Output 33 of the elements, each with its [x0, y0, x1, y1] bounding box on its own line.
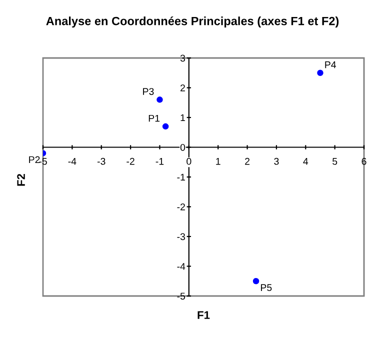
x-tick-label: 3: [274, 158, 279, 165]
y-tick-label: -4: [177, 263, 186, 270]
x-tick-label: 4: [303, 158, 308, 165]
point: [156, 96, 163, 103]
x-tick-label: 5: [332, 158, 338, 165]
annotation: P2: [29, 156, 40, 164]
x-tick-label: -4: [68, 158, 76, 165]
x-tick-label: 6: [362, 158, 366, 165]
annotation: P1: [148, 114, 160, 122]
x-tick-label: -1: [156, 158, 164, 165]
x-tick-label: -3: [97, 158, 106, 165]
x-tick-label: -5: [39, 158, 47, 165]
point: [162, 123, 169, 130]
y-axis-title: F2: [17, 174, 25, 186]
x-tick-label: 0: [186, 158, 192, 165]
chart-title: Analyse en Coordonnées Principales (axes F1 et F2): [46, 16, 339, 28]
annotation: P5: [260, 284, 272, 292]
annotation: P4: [325, 61, 336, 68]
point: [252, 278, 260, 284]
x-tick-label: 1: [216, 158, 220, 165]
y-tick-label: -5: [177, 292, 186, 300]
x-tick-label: -2: [126, 158, 134, 165]
annotation: P3: [143, 88, 154, 95]
y-tick-label: 2: [180, 84, 185, 92]
y-tick-label: 3: [180, 54, 186, 62]
y-tick-label: -1: [177, 174, 185, 181]
y-tick-label: -2: [177, 203, 185, 210]
y-tick-label: -3: [177, 233, 186, 240]
x-tick-label: 2: [245, 158, 250, 165]
y-tick-label: 0: [180, 144, 186, 151]
point: [317, 70, 324, 76]
y-tick-label: 1: [180, 114, 185, 122]
x-axis-title: F1: [198, 311, 210, 319]
